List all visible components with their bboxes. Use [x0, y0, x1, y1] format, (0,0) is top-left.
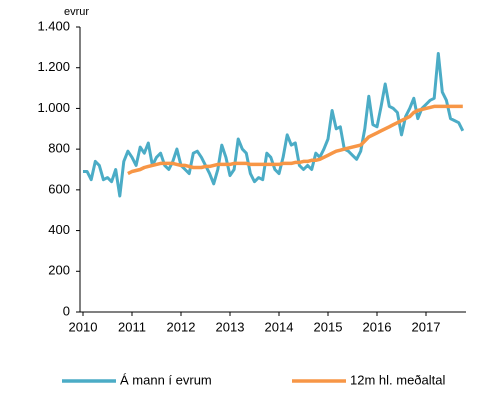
legend-label: Á mann í evrum [120, 372, 212, 387]
legend-label: 12m hl. meðaltal [350, 372, 445, 387]
x-tick-label: 2011 [118, 319, 146, 334]
y-tick-label: 1.400 [37, 18, 70, 33]
unit-label: evrur [64, 6, 89, 18]
y-tick-label: 1.200 [37, 59, 70, 74]
series-line [127, 104, 463, 176]
y-tick-label: 0 [63, 303, 70, 318]
x-tick-label: 2010 [69, 319, 98, 334]
x-tick-label: 2017 [412, 319, 441, 334]
x-tick-label: 2014 [265, 319, 294, 334]
x-tick-label: 2013 [216, 319, 245, 334]
x-tick-label: 2015 [314, 319, 343, 334]
y-tick-label: 200 [48, 263, 70, 278]
series-line [83, 52, 465, 198]
y-tick-label: 600 [48, 181, 70, 196]
x-tick-label: 2012 [167, 319, 196, 334]
y-tick-label: 800 [48, 141, 70, 156]
x-tick-label: 2016 [363, 319, 392, 334]
y-tick-label: 1.000 [37, 100, 70, 115]
y-tick-label: 400 [48, 222, 70, 237]
